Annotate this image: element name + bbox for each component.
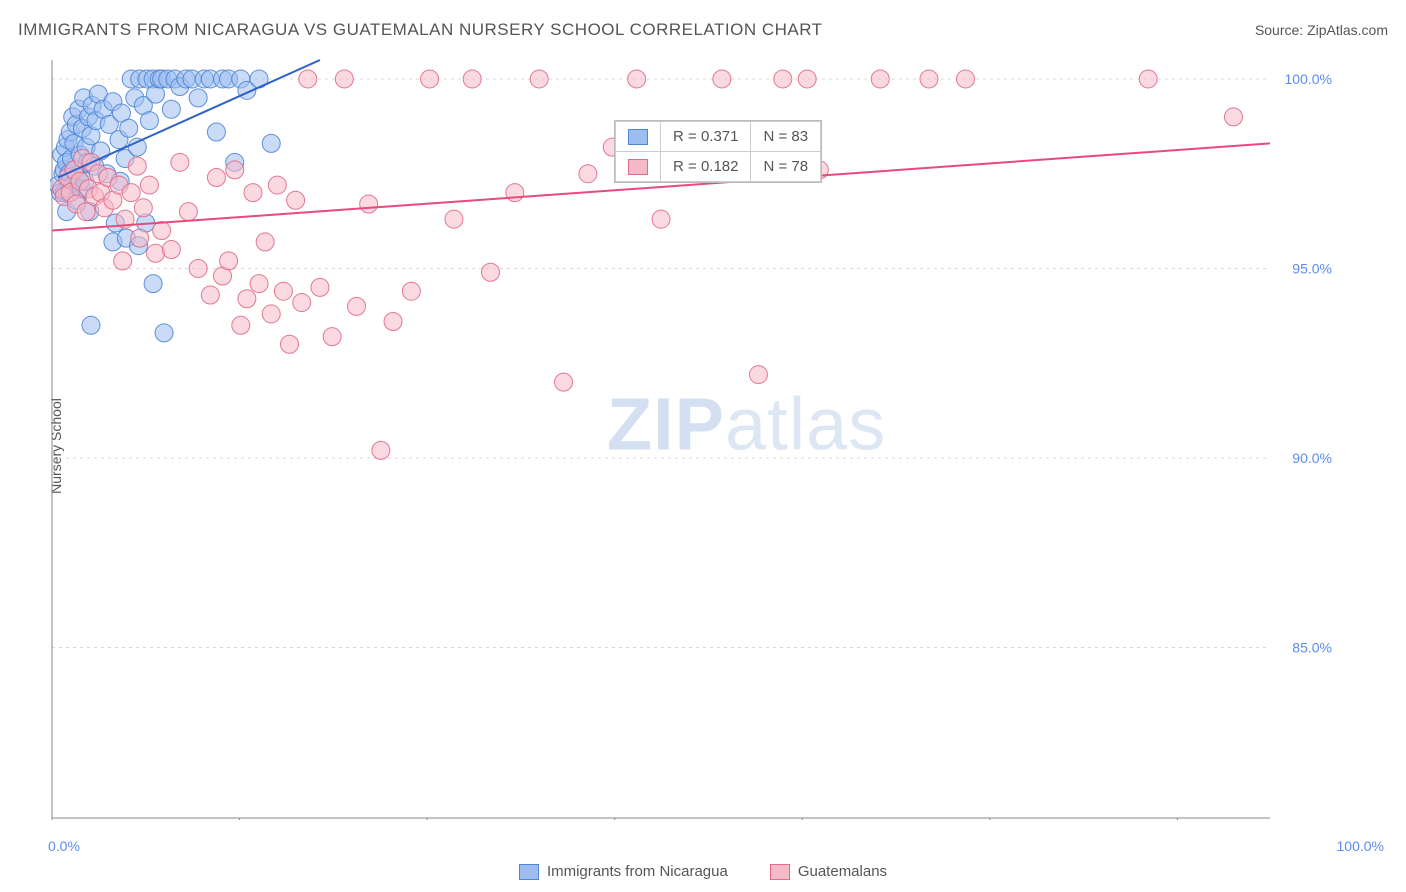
- stats-row: R = 0.182 N = 78: [616, 152, 821, 182]
- series-swatch: [628, 129, 648, 145]
- chart-header: IMMIGRANTS FROM NICARAGUA VS GUATEMALAN …: [18, 20, 1388, 40]
- legend-label: Guatemalans: [798, 863, 887, 880]
- correlation-stats-box: R = 0.371 N = 83 R = 0.182 N = 78: [614, 120, 822, 183]
- legend-swatch: [770, 864, 790, 880]
- stats-n-label: N = 83: [751, 122, 821, 152]
- series-swatch: [628, 159, 648, 175]
- chart-area: 85.0%90.0%95.0%100.0% ZIPatlas R = 0.371…: [50, 58, 1340, 820]
- legend-item: Guatemalans: [770, 863, 887, 880]
- legend-swatch: [519, 864, 539, 880]
- svg-text:95.0%: 95.0%: [1292, 260, 1332, 276]
- svg-text:100.0%: 100.0%: [1285, 71, 1332, 87]
- stats-n-label: N = 78: [751, 152, 821, 182]
- legend-label: Immigrants from Nicaragua: [547, 863, 728, 880]
- svg-text:85.0%: 85.0%: [1292, 639, 1332, 655]
- stats-row: R = 0.371 N = 83: [616, 122, 821, 152]
- x-tick-label: 0.0%: [48, 838, 80, 854]
- stats-r-label: R = 0.371: [661, 122, 751, 152]
- chart-title: IMMIGRANTS FROM NICARAGUA VS GUATEMALAN …: [18, 20, 823, 40]
- stats-r-label: R = 0.182: [661, 152, 751, 182]
- chart-source: Source: ZipAtlas.com: [1255, 22, 1388, 38]
- svg-text:90.0%: 90.0%: [1292, 450, 1332, 466]
- legend-item: Immigrants from Nicaragua: [519, 863, 728, 880]
- x-tick-label: 100.0%: [1337, 838, 1384, 854]
- bottom-legend: Immigrants from Nicaragua Guatemalans: [0, 863, 1406, 880]
